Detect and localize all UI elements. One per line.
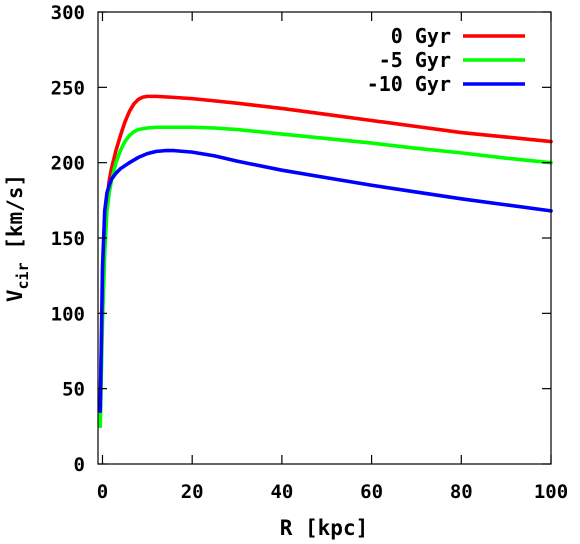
y-tick-label: 0 bbox=[74, 454, 85, 476]
legend-label-1: 0 Gyr bbox=[391, 24, 451, 48]
ticks-layer: 0 20 40 60 80 100 0 50 100 150 200 250 300 bbox=[51, 2, 568, 503]
x-axis-label: R [kpc] bbox=[280, 516, 369, 540]
y-tick-label: 200 bbox=[51, 153, 85, 175]
y-axis-label: Vcir [km/s] bbox=[3, 174, 32, 302]
x-tick-label: 60 bbox=[360, 481, 383, 503]
y-tick-label: 50 bbox=[62, 379, 85, 401]
y-tick-label: 150 bbox=[51, 228, 85, 250]
y-tick-label: 100 bbox=[51, 303, 85, 325]
legend-label-3: -10 Gyr bbox=[367, 72, 451, 96]
legend: 0 Gyr-5 Gyr-10 Gyr bbox=[367, 24, 525, 96]
y-tick-label: 300 bbox=[51, 2, 85, 24]
legend-label-2: -5 Gyr bbox=[379, 48, 451, 72]
x-tick-label: 40 bbox=[270, 481, 293, 503]
x-tick-label: 0 bbox=[97, 481, 108, 503]
y-axis-label-unit: [km/s] bbox=[3, 174, 27, 263]
x-tick-label: 80 bbox=[450, 481, 473, 503]
plot-frame bbox=[97, 11, 552, 465]
series-line-1 bbox=[98, 94, 553, 406]
x-tick-label: 20 bbox=[181, 481, 204, 503]
series-line-3 bbox=[98, 148, 553, 414]
x-tick-label: 100 bbox=[534, 481, 568, 503]
y-tick-label: 250 bbox=[51, 77, 85, 99]
y-axis-label-subscript: cir bbox=[14, 262, 32, 289]
y-axis-label-main: V bbox=[3, 289, 27, 302]
series-layer bbox=[98, 94, 553, 429]
series-line-2 bbox=[98, 125, 553, 429]
